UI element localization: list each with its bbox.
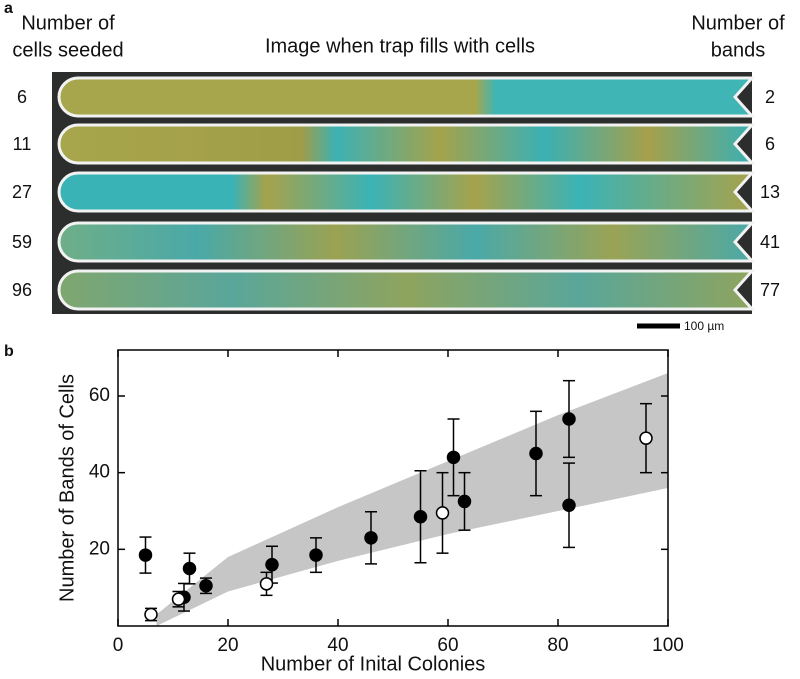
- point: [562, 498, 576, 512]
- x-tick-label: 60: [437, 635, 458, 656]
- point: [265, 557, 279, 572]
- seeded-label: 6: [17, 87, 27, 107]
- plot-frame: [117, 349, 669, 627]
- point: [529, 446, 543, 461]
- panel-letter: a: [4, 0, 13, 17]
- traps: [57, 76, 756, 311]
- panel-letter: b: [4, 343, 14, 360]
- bands-label: 13: [760, 182, 780, 202]
- trap: [57, 171, 756, 213]
- point: [413, 510, 428, 524]
- scale-label: 100 µm: [684, 319, 724, 333]
- point: [138, 548, 153, 562]
- x-tick-label: 80: [547, 635, 568, 656]
- x-tick-label: 20: [217, 635, 238, 656]
- trap: [57, 76, 756, 118]
- trap: [57, 123, 756, 165]
- point: [639, 431, 653, 445]
- point: [259, 577, 274, 591]
- y-tick-label: 20: [89, 538, 110, 559]
- x-tick-label: 40: [327, 635, 348, 656]
- right-header: Number of: [691, 12, 785, 34]
- y-tick-label: 40: [89, 462, 110, 483]
- point: [457, 494, 472, 509]
- bands-label: 2: [765, 87, 775, 107]
- point: [309, 548, 323, 562]
- point: [199, 579, 213, 593]
- seeded-label: 59: [12, 232, 32, 252]
- point: [446, 450, 461, 465]
- x-tick-label: 100: [652, 635, 684, 656]
- y-axis-label: Number of Bands of Cells: [56, 374, 78, 602]
- point: [364, 531, 378, 545]
- point: [144, 607, 158, 622]
- center-header: Image when trap fills with cells: [265, 35, 535, 57]
- bands-label: 77: [760, 280, 780, 300]
- seeded-label: 11: [13, 134, 32, 154]
- point: [182, 561, 197, 576]
- bands-label: 6: [765, 134, 775, 154]
- trap: [57, 269, 756, 311]
- point: [171, 592, 186, 606]
- left-header: cells seeded: [12, 39, 123, 61]
- bands-label: 41: [760, 232, 780, 252]
- y-tick-label: 60: [89, 385, 110, 406]
- confidence-band: [156, 373, 668, 626]
- x-axis-label: Number of Inital Colonies: [261, 653, 486, 675]
- seeded-label: 96: [12, 280, 32, 300]
- point: [435, 506, 450, 520]
- x-tick-label: 0: [113, 635, 124, 656]
- left-header: Number of: [21, 12, 115, 34]
- right-header: bands: [711, 39, 766, 61]
- trap: [57, 221, 756, 263]
- point: [562, 412, 576, 426]
- seeded-label: 27: [12, 182, 32, 202]
